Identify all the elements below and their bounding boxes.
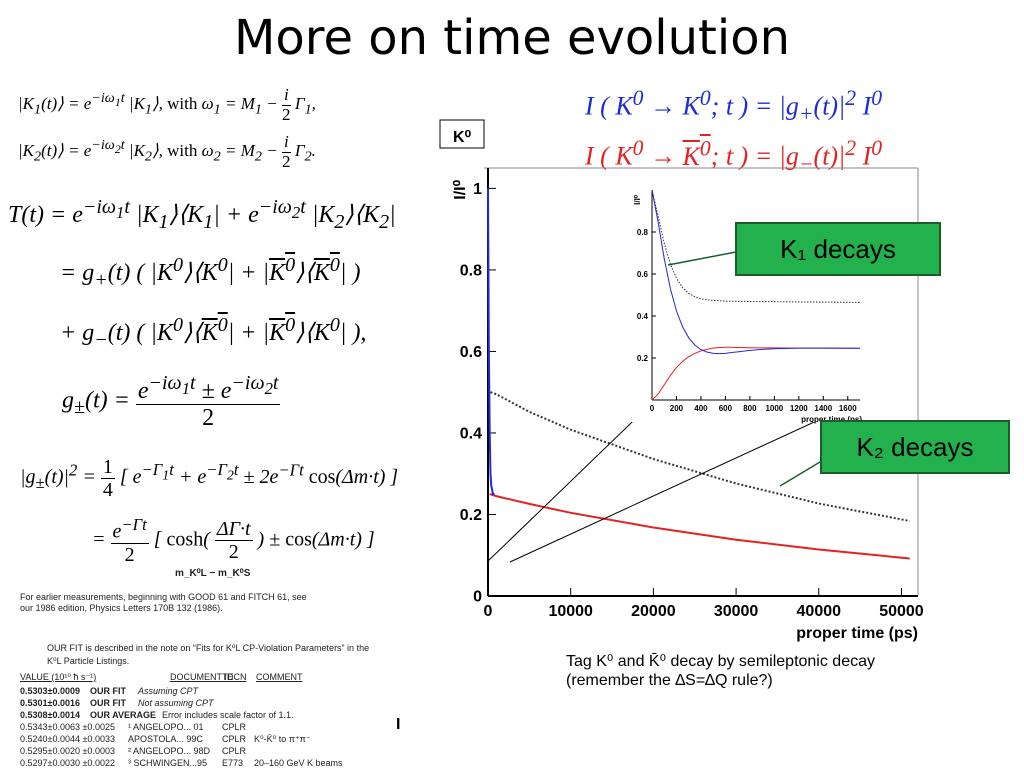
series-line-1 [490,391,910,522]
caption-line2: (remember the ∆S=∆Q rule?) [566,672,773,689]
series-line-2 [651,189,861,303]
x-tick-label: 20000 [631,603,676,620]
table-row: 0.5240±0.0044 ±0.0033 APOSTOLA... 99C CPLR… [20,734,311,744]
caption-line1: Tag K⁰ and K̄⁰ decay by semileptonic dec… [566,653,875,670]
k1-pointer-line [667,251,737,266]
y-tick-label: 0.8 [637,228,649,237]
series-line-1 [651,189,861,355]
pdg-note-line2: our 1986 edition, Physics Letters 170B 1… [20,603,223,613]
inset-connector-left [486,399,656,563]
y-axis-label: I/I⁰ [452,179,469,199]
equation-t-gminus: + g−(t) ( |K0⟩⟨K0| + |K0⟩⟨K0| ), [60,314,367,351]
stray-mark: I [396,716,401,733]
k2-pointer-line [779,461,821,487]
slide-title: More on time evolution [233,10,790,66]
pdg-fit-line2: K⁰L Particle Listings. [47,656,130,666]
x-tick-label: 40000 [797,603,842,620]
y-tick-label: 0.2 [460,507,482,524]
x-tick-label: 30000 [714,603,759,620]
main-series [487,188,910,560]
pdg-header: m_K⁰L − m_K⁰S [175,568,251,579]
x-tick-label: 0 [484,603,493,620]
inset-x-axis-label: proper time (ps) [801,415,862,424]
pdg-col-tecn: TECN [222,672,247,682]
x-tick-label: 600 [719,404,733,413]
equation-t-operator: T(t) = e−iω1t |K1⟩⟨K1| + e−iω2t |K2⟩⟨K2| [8,196,396,233]
x-axis-label: proper time (ps) [796,625,918,642]
x-tick-label: 10000 [548,603,593,620]
y-tick-label: 0.4 [460,426,482,443]
inset-y-axis-label: I/I⁰ [633,194,642,205]
y-tick-label: 1 [473,181,482,198]
equation-g-definition: g±(t) = e−iω1t ± e−iω2t 2 [62,372,281,432]
x-tick-label: 200 [670,404,684,413]
y-tick-label: 0.6 [460,344,482,361]
equation-gsq-line2: = e−Γt 2 [ cosh( ΔΓ·t 2 ) ± cos(Δm·t) ] [92,515,375,566]
table-row: 0.5303±0.0009 OUR FIT Assuming CPT [20,686,199,696]
pdg-col-value: VALUE (10¹⁰ ħ s⁻¹) [20,672,97,682]
equation-t-gplus: = g+(t) ( |K0⟩⟨K0| + |K0⟩⟨K0| ) [60,254,361,291]
x-tick-label: 400 [694,404,708,413]
pdg-col-comment: COMMENT [256,672,303,682]
caption: Tag K⁰ and K̄⁰ decay by semileptonic dec… [566,652,875,690]
intensity-equation-blue: I ( K0 → K0; t ) = |g+(t)|2 I0 [585,86,883,126]
table-row: 0.5308±0.0014 OUR AVERAGE Error includes … [20,710,294,720]
x-tick-label: 1400 [814,404,832,413]
x-tick-label: 800 [743,404,757,413]
k1-decays-callout: K₁ decays [735,222,941,276]
series-line-0 [489,493,910,560]
series-line-0 [651,346,861,401]
pdg-fit-line1: OUR FIT is described in the note on “Fit… [47,643,370,653]
y-tick-label: 0 [473,589,482,606]
table-row: 0.5301±0.0016 OUR FIT Not assuming CPT [20,698,214,708]
x-tick-label: 50000 [879,603,924,620]
inset-background [630,182,866,422]
x-tick-label: 1000 [765,404,783,413]
panel-label-box [439,119,485,149]
k2-decays-callout: K₂ decays [820,420,1010,474]
table-row: 0.5343±0.0063 ±0.0025 ¹ ANGELOPO... 01 CPL… [20,722,247,732]
x-tick-label: 1200 [790,404,808,413]
inset-axes [651,190,860,401]
y-tick-label: 0.6 [637,270,649,279]
y-tick-label: 0.4 [637,312,649,321]
x-tick-label: 0 [650,404,655,413]
x-tick-label: 1600 [839,404,857,413]
intensity-equation-red: I ( K0 → K0; t ) = |g−(t)|2 I0 [585,136,883,176]
pdg-col-document: DOCUMENT ID [170,672,234,682]
y-tick-label: 0.8 [460,263,482,280]
series-line-2 [487,188,495,496]
y-tick-label: 0.2 [637,354,649,363]
pdg-note-line1: For earlier measurements, beginning with… [20,592,307,602]
inset-connector-right [509,399,863,563]
table-row: 0.5295±0.0020 ±0.0003 ² ANGELOPO... 98D CP… [20,746,247,756]
table-row: 0.5297±0.0030 ±0.0022 ³ SCHWINGEN...95 E77… [20,758,343,768]
inset-series [651,189,861,401]
panel-label: K⁰ [453,129,472,146]
